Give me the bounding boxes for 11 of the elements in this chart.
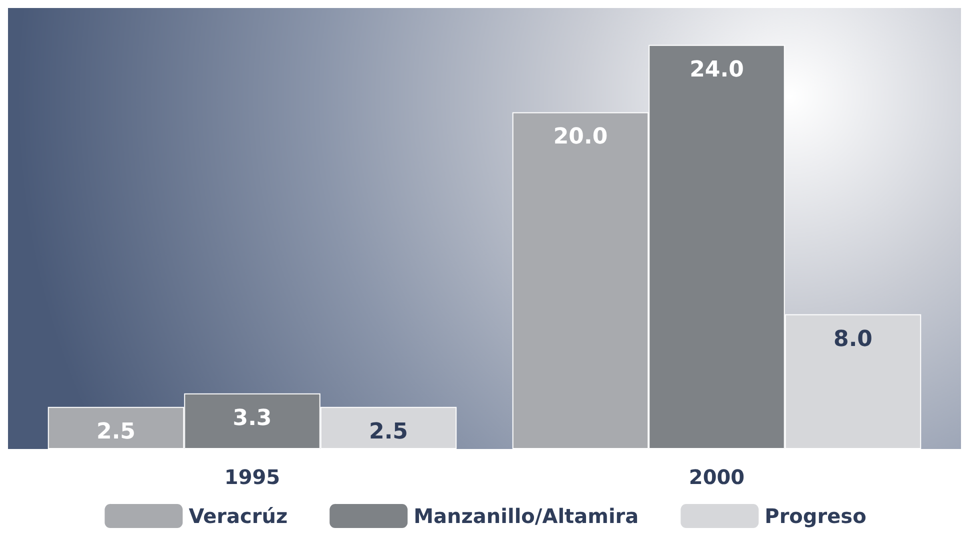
data-label: 8.0: [834, 326, 872, 352]
legend-label: Veracrúz: [188, 504, 288, 528]
data-label: 20.0: [553, 124, 608, 150]
legend-label: Manzanillo/Altamira: [414, 504, 639, 528]
data-label: 2.5: [96, 419, 136, 444]
data-label: 24.0: [690, 57, 744, 82]
data-label: 3.3: [232, 406, 272, 431]
data-label: 2.5: [369, 419, 408, 444]
x-tick-label: 1995: [224, 465, 280, 489]
x-tick-label: 2000: [688, 465, 745, 489]
legend-label: Progreso: [764, 504, 866, 528]
